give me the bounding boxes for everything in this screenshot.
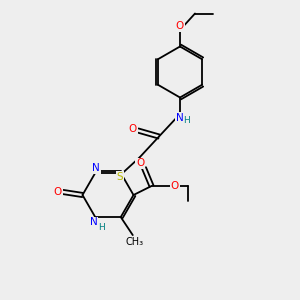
Text: H: H (183, 116, 190, 125)
Text: N: N (90, 218, 98, 227)
Text: O: O (129, 124, 137, 134)
Text: N: N (92, 164, 100, 173)
Text: O: O (176, 21, 184, 31)
Text: N: N (176, 113, 183, 123)
Text: O: O (171, 181, 179, 191)
Text: O: O (54, 187, 62, 197)
Text: S: S (117, 172, 123, 182)
Text: O: O (136, 158, 145, 169)
Text: H: H (98, 223, 105, 232)
Text: CH₃: CH₃ (125, 237, 143, 247)
